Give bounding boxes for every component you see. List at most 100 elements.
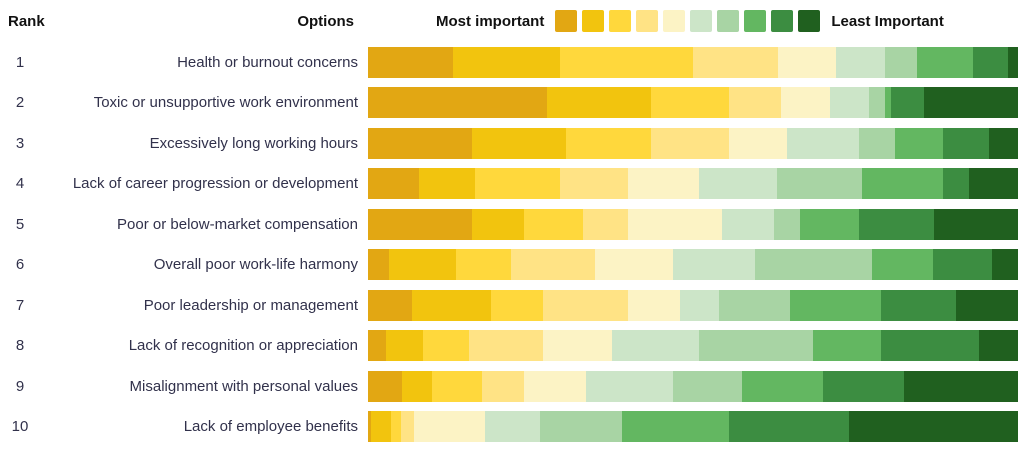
rank-row: 4 Lack of career progression or developme… <box>0 164 1024 205</box>
legend-swatch-9 <box>771 10 794 32</box>
bar-segment-2 <box>472 127 567 159</box>
rank-row: 5 Poor or below-market compensation <box>0 204 1024 245</box>
rank-number: 3 <box>15 134 25 152</box>
bar-segment-10 <box>988 127 1018 159</box>
bar-segment-2 <box>452 46 560 78</box>
bar-segment-8 <box>621 411 729 443</box>
bar-segment-6 <box>836 46 885 78</box>
bar-segment-8 <box>917 46 973 78</box>
bar-segment-2 <box>386 330 424 362</box>
option-label: Lack of recognition or appreciation <box>128 337 358 355</box>
bar-segment-4 <box>400 411 414 443</box>
bar-segment-6 <box>829 87 869 119</box>
bar-segment-10 <box>978 330 1018 362</box>
bar-segment-5 <box>780 87 830 119</box>
bar-segment-9 <box>728 411 849 443</box>
bar-segment-1 <box>368 46 453 78</box>
rank-row: 6 Overall poor work-life harmony <box>0 245 1024 286</box>
stacked-bar <box>368 370 1018 402</box>
bar-segment-3 <box>423 330 469 362</box>
bar-segment-5 <box>523 370 586 402</box>
bar-segment-5 <box>413 411 485 443</box>
bar-segment-4 <box>728 87 781 119</box>
stacked-bar <box>368 289 1018 321</box>
rank-row: 10 Lack of employee benefits <box>0 407 1024 448</box>
rank-number: 2 <box>15 94 25 112</box>
rank-number: 5 <box>15 215 25 233</box>
rank-row: 2 Toxic or unsupportive work environment <box>0 83 1024 124</box>
rank-number: 10 <box>11 418 29 436</box>
chart-header: Rank Options Most important Least Import… <box>0 0 1024 42</box>
option-label: Poor or below-market compensation <box>117 215 358 233</box>
bar-segment-9 <box>891 87 924 119</box>
bar-segment-1 <box>368 370 402 402</box>
bar-segment-4 <box>543 289 628 321</box>
bar-segment-5 <box>627 289 680 321</box>
stacked-bar <box>368 87 1018 119</box>
bar-segment-4 <box>650 127 729 159</box>
bar-segment-9 <box>858 208 934 240</box>
option-label: Lack of employee benefits <box>183 418 358 436</box>
bar-segment-8 <box>790 289 882 321</box>
bar-segment-6 <box>673 249 755 281</box>
bar-segment-3 <box>455 249 511 281</box>
bar-segment-2 <box>371 411 391 443</box>
bar-segment-7 <box>774 208 801 240</box>
bar-segment-3 <box>524 208 583 240</box>
option-label: Excessively long working hours <box>149 134 358 152</box>
option-label: Lack of career progression or developmen… <box>72 175 358 193</box>
bar-segment-4 <box>693 46 778 78</box>
bar-segment-7 <box>718 289 791 321</box>
bar-segment-1 <box>368 127 472 159</box>
bar-segment-3 <box>390 411 401 443</box>
bar-segment-1 <box>368 249 390 281</box>
bar-segment-8 <box>884 87 892 119</box>
bar-segment-9 <box>943 168 970 200</box>
bar-segment-1 <box>368 289 413 321</box>
bar-segment-3 <box>491 289 544 321</box>
bar-segment-5 <box>628 208 723 240</box>
rank-row: 9 Misalignment with personal values <box>0 366 1024 407</box>
bar-segment-4 <box>582 208 628 240</box>
rank-row: 1 Health or burnout concerns <box>0 42 1024 83</box>
legend-color-scale <box>555 10 821 32</box>
bar-segment-5 <box>543 330 612 362</box>
bar-segment-9 <box>881 289 957 321</box>
stacked-bar <box>368 168 1018 200</box>
rank-number: 1 <box>15 53 25 71</box>
bar-segment-6 <box>722 208 775 240</box>
bar-segment-9 <box>943 127 989 159</box>
bar-segment-4 <box>468 330 544 362</box>
bar-segment-7 <box>884 46 918 78</box>
bar-segment-3 <box>650 87 729 119</box>
bar-segment-1 <box>368 411 372 443</box>
legend-swatch-8 <box>744 10 767 32</box>
bar-segment-3 <box>566 127 651 159</box>
bar-segment-7 <box>858 127 895 159</box>
legend-most-important-label: Most important <box>436 12 545 30</box>
bar-segment-3 <box>559 46 693 78</box>
bar-segment-10 <box>991 249 1018 281</box>
bar-segment-9 <box>822 370 905 402</box>
legend-swatch-6 <box>690 10 713 32</box>
option-label: Misalignment with personal values <box>129 377 358 395</box>
bar-segment-2 <box>401 370 432 402</box>
chart-rows: 1 Health or burnout concerns 2 Toxic or uns… <box>0 42 1024 447</box>
rank-row: 3 Excessively long working hours <box>0 123 1024 164</box>
bar-segment-4 <box>559 168 628 200</box>
legend-least-important-label: Least Important <box>831 12 944 30</box>
bar-segment-7 <box>868 87 885 119</box>
bar-segment-4 <box>510 249 596 281</box>
bar-segment-10 <box>904 370 1018 402</box>
legend-swatch-1 <box>555 10 578 32</box>
bar-segment-2 <box>389 249 456 281</box>
stacked-bar <box>368 46 1018 78</box>
bar-segment-4 <box>481 370 524 402</box>
rank-number: 8 <box>15 337 25 355</box>
importance-legend: Most important Least Important <box>374 10 1024 32</box>
bar-segment-6 <box>787 127 859 159</box>
bar-segment-1 <box>368 87 547 119</box>
bar-segment-7 <box>777 168 862 200</box>
bar-segment-8 <box>894 127 944 159</box>
